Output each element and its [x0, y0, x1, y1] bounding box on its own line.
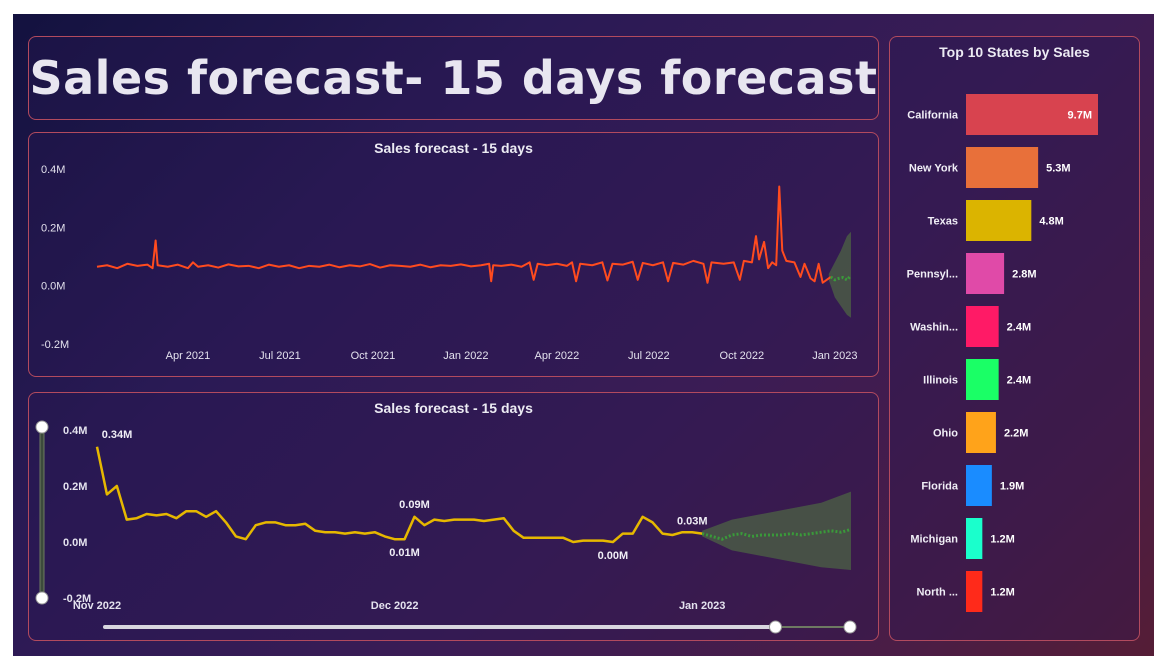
bar-value-label: 2.4M — [1007, 322, 1031, 334]
chart-title: Sales forecast - 15 days — [374, 140, 533, 156]
data-label: 0.09M — [399, 499, 430, 511]
bar-value-label: 2.8M — [1012, 269, 1036, 281]
data-label: 0.00M — [598, 550, 629, 562]
y-slider-handle-top[interactable] — [35, 420, 49, 434]
y-tick-label: -0.2M — [41, 339, 69, 351]
x-tick-label: Dec 2022 — [371, 600, 419, 612]
dashboard-canvas: Sales forecast- 15 days forecast Sales f… — [13, 14, 1154, 656]
chart-title: Sales forecast - 15 days — [374, 400, 533, 416]
bar-value-label: 9.7M — [1068, 110, 1092, 122]
data-label: 0.34M — [102, 429, 133, 441]
x-slider-handle-right[interactable] — [843, 620, 857, 634]
x-tick-label: Nov 2022 — [73, 600, 121, 612]
data-label: 0.03M — [677, 516, 708, 528]
bar-2 — [966, 200, 1032, 241]
category-label: Florida — [921, 481, 959, 493]
x-slider-handle-left[interactable] — [769, 620, 782, 634]
full-history-chart-card: Sales forecast - 15 days 0.4M 0.2M 0.0M -0.… — [28, 132, 879, 377]
page-title: Sales forecast- 15 days forecast — [29, 51, 878, 105]
forecast-confidence-band — [702, 491, 851, 570]
y-tick-label: 0.4M — [63, 425, 87, 437]
x-tick-label: Jan 2022 — [443, 350, 488, 362]
full-history-line-chart[interactable]: 0.4M 0.2M 0.0M -0.2M Apr 2021 Jul 2021 Oct 202… — [29, 133, 880, 378]
y-tick-label: 0.4M — [41, 164, 65, 176]
data-label: 0.01M — [389, 547, 420, 559]
y-tick-label: -0.2M — [63, 593, 91, 605]
sales-line — [96, 185, 832, 284]
y-tick-label: 0.0M — [63, 537, 87, 549]
x-tick-label: Apr 2021 — [166, 350, 211, 362]
forecast-line — [701, 527, 852, 541]
x-tick-label: Oct 2022 — [720, 350, 765, 362]
category-label: Texas — [928, 216, 958, 228]
x-tick-label: Jul 2021 — [259, 350, 301, 362]
x-tick-label: Jan 2023 — [679, 600, 725, 612]
sales-line — [95, 446, 703, 544]
category-label: Illinois — [923, 375, 958, 387]
title-card: Sales forecast- 15 days forecast — [28, 36, 879, 120]
chart-title: Top 10 States by Sales — [939, 44, 1090, 60]
bar-3 — [966, 253, 1005, 294]
bar-value-label: 5.3M — [1046, 163, 1070, 175]
bar-8 — [966, 518, 983, 559]
forecast-confidence-band — [828, 231, 851, 318]
bar-value-label: 1.2M — [990, 587, 1014, 599]
bar-value-label: 1.2M — [990, 534, 1014, 546]
bar-4 — [966, 306, 999, 347]
zoomed-chart-card: Sales forecast - 15 days 0.4M 0.2M 0.0M -0.… — [28, 392, 879, 641]
category-label: Michigan — [910, 534, 958, 546]
bar-0 — [966, 94, 1098, 135]
bar-value-label: 1.9M — [1000, 481, 1024, 493]
y-tick-label: 0.2M — [41, 222, 65, 234]
x-tick-label: Apr 2022 — [535, 350, 580, 362]
forecast-line — [829, 274, 853, 282]
bar-value-label: 4.8M — [1039, 216, 1063, 228]
category-label: New York — [909, 163, 959, 175]
bar-value-label: 2.2M — [1004, 428, 1028, 440]
y-tick-label: 0.2M — [63, 481, 87, 493]
bar-7 — [966, 465, 992, 506]
category-label: North ... — [916, 587, 958, 599]
bar-1 — [966, 147, 1039, 188]
y-slider-handle-bottom[interactable] — [35, 591, 49, 605]
bar-9 — [966, 571, 983, 612]
bar-5 — [966, 359, 999, 400]
category-label: Washin... — [910, 322, 958, 334]
category-label: Pennsyl... — [907, 269, 958, 281]
y-tick-label: 0.0M — [41, 281, 65, 293]
x-tick-label: Oct 2021 — [351, 350, 396, 362]
x-tick-label: Jan 2023 — [812, 350, 857, 362]
x-tick-label: Jul 2022 — [628, 350, 670, 362]
top-states-bar-chart[interactable]: California 9.7M New York 5.3M Texas 4.8M Penns… — [890, 37, 1141, 642]
category-label: California — [907, 110, 959, 122]
bar-6 — [966, 412, 996, 453]
top-states-card: Top 10 States by Sales California 9.7M New… — [889, 36, 1140, 641]
bar-value-label: 2.4M — [1007, 375, 1031, 387]
category-label: Ohio — [933, 428, 958, 440]
